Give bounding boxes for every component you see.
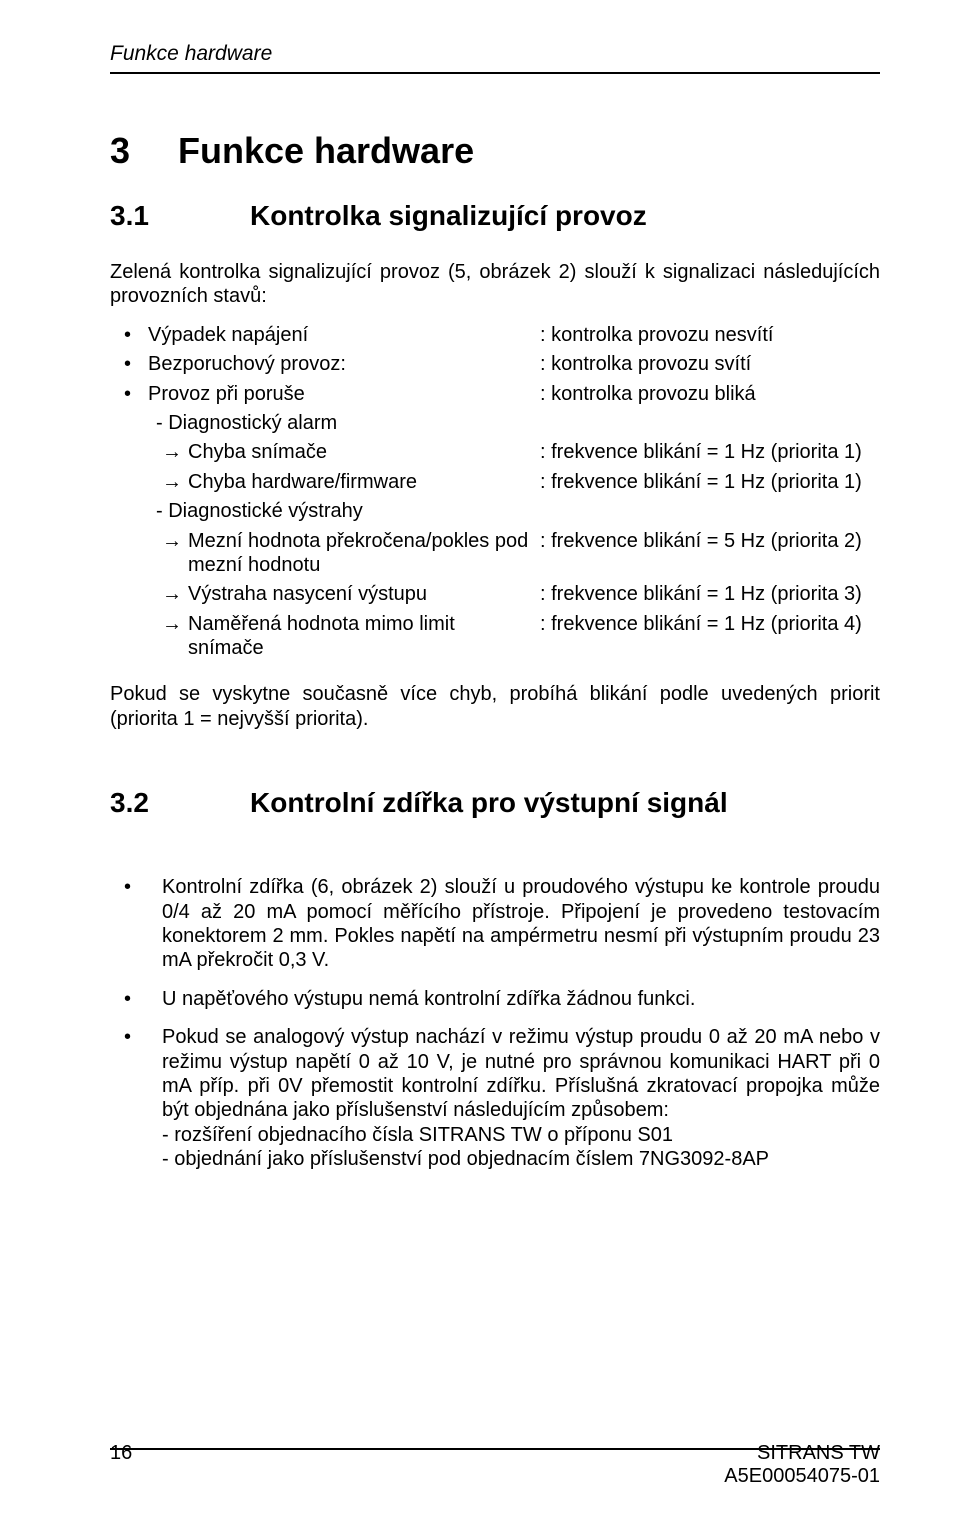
- arrow-value: : frekvence blikání = 1 Hz (priorita 1): [540, 440, 880, 464]
- arrow-icon: →: [162, 440, 188, 464]
- status-value: : kontrolka provozu bliká: [540, 382, 880, 406]
- arrow-value: : frekvence blikání = 5 Hz (priorita 2): [540, 529, 880, 553]
- arrow-label: Chyba hardware/firmware: [188, 470, 540, 494]
- status-value: : kontrolka provozu nesvítí: [540, 323, 880, 347]
- list-item: • Výpadek napájení : kontrolka provozu n…: [124, 323, 880, 347]
- arrow-label: Výstraha nasycení výstupu: [188, 582, 540, 606]
- footer-right: SITRANS TW A5E00054075-01: [724, 1442, 880, 1488]
- arrow-icon: →: [162, 529, 188, 553]
- list-item-text: U napěťového výstupu nemá kontrolní zdíř…: [162, 987, 880, 1011]
- diag-warning-heading: - Diagnostické výstrahy: [156, 499, 880, 523]
- section-3-number: 3: [110, 130, 178, 172]
- list-item-text: Pokud se analogový výstup nachází v reži…: [162, 1025, 880, 1123]
- bullet-icon: •: [124, 875, 162, 899]
- status-label: Provoz při poruše: [148, 382, 540, 406]
- bullet-icon: •: [124, 1025, 162, 1049]
- arrow-icon: →: [162, 582, 188, 606]
- arrow-value: : frekvence blikání = 1 Hz (priorita 3): [540, 582, 880, 606]
- section-3-2-heading: 3.2 Kontrolní zdířka pro výstupní signál: [110, 787, 880, 819]
- status-value: : kontrolka provozu svítí: [540, 352, 880, 376]
- bullet-icon: •: [124, 352, 148, 376]
- bullet-icon: •: [124, 987, 162, 1011]
- arrow-value: : frekvence blikání = 1 Hz (priorita 1): [540, 470, 880, 494]
- status-label: Bezporuchový provoz:: [148, 352, 540, 376]
- list-item: • Pokud se analogový výstup nachází v re…: [124, 1025, 880, 1171]
- arrow-label: Mezní hodnota překročena/pokles pod mezn…: [188, 529, 540, 578]
- section-3-2-list: • Kontrolní zdířka (6, obrázek 2) slouží…: [124, 875, 880, 1171]
- running-header: Funkce hardware: [110, 42, 880, 66]
- arrow-item: → Chyba hardware/firmware : frekvence bl…: [162, 470, 880, 494]
- diag-alarm-heading: - Diagnostický alarm: [156, 411, 880, 435]
- product-name: SITRANS TW: [724, 1442, 880, 1465]
- section-3-1-title: Kontrolka signalizující provoz: [250, 200, 647, 232]
- document-number: A5E00054075-01: [724, 1465, 880, 1488]
- list-item: • Bezporuchový provoz: : kontrolka provo…: [124, 352, 880, 376]
- list-item-subline: - objednání jako příslušenství pod objed…: [162, 1147, 880, 1171]
- section-3-2-title: Kontrolní zdířka pro výstupní signál: [250, 787, 728, 819]
- arrow-item: → Výstraha nasycení výstupu : frekvence …: [162, 582, 880, 606]
- header-rule: [110, 72, 880, 74]
- arrow-value: : frekvence blikání = 1 Hz (priorita 4): [540, 612, 880, 636]
- bullet-icon: •: [124, 323, 148, 347]
- bullet-icon: •: [124, 382, 148, 406]
- arrow-item: → Mezní hodnota překročena/pokles pod me…: [162, 529, 880, 578]
- arrow-icon: →: [162, 612, 188, 636]
- section-3-heading: 3 Funkce hardware: [110, 130, 880, 172]
- page: Funkce hardware 3 Funkce hardware 3.1 Ko…: [0, 0, 960, 1530]
- page-number: 16: [110, 1442, 132, 1488]
- list-item-text: Kontrolní zdířka (6, obrázek 2) slouží u…: [162, 875, 880, 973]
- status-list: • Výpadek napájení : kontrolka provozu n…: [124, 323, 880, 661]
- section-3-1-number: 3.1: [110, 200, 250, 232]
- section-3-2-number: 3.2: [110, 787, 250, 819]
- status-label: Výpadek napájení: [148, 323, 540, 347]
- list-item-body: Pokud se analogový výstup nachází v reži…: [162, 1025, 880, 1171]
- arrow-icon: →: [162, 470, 188, 494]
- list-item: • Provoz při poruše : kontrolka provozu …: [124, 382, 880, 406]
- arrow-item: → Chyba snímače : frekvence blikání = 1 …: [162, 440, 880, 464]
- page-footer: 16 SITRANS TW A5E00054075-01: [110, 1442, 880, 1488]
- list-item: • Kontrolní zdířka (6, obrázek 2) slouží…: [124, 875, 880, 973]
- list-item: • U napěťového výstupu nemá kontrolní zd…: [124, 987, 880, 1011]
- arrow-label: Naměřená hodnota mimo limit snímače: [188, 612, 540, 661]
- arrow-label: Chyba snímače: [188, 440, 540, 464]
- section-3-1-heading: 3.1 Kontrolka signalizující provoz: [110, 200, 880, 232]
- list-item-subline: - rozšíření objednacího čísla SITRANS TW…: [162, 1123, 880, 1147]
- section-3-1-intro: Zelená kontrolka signalizující provoz (5…: [110, 260, 880, 309]
- priority-note: Pokud se vyskytne současně více chyb, pr…: [110, 682, 880, 731]
- section-3-title: Funkce hardware: [178, 130, 474, 172]
- arrow-item: → Naměřená hodnota mimo limit snímače : …: [162, 612, 880, 661]
